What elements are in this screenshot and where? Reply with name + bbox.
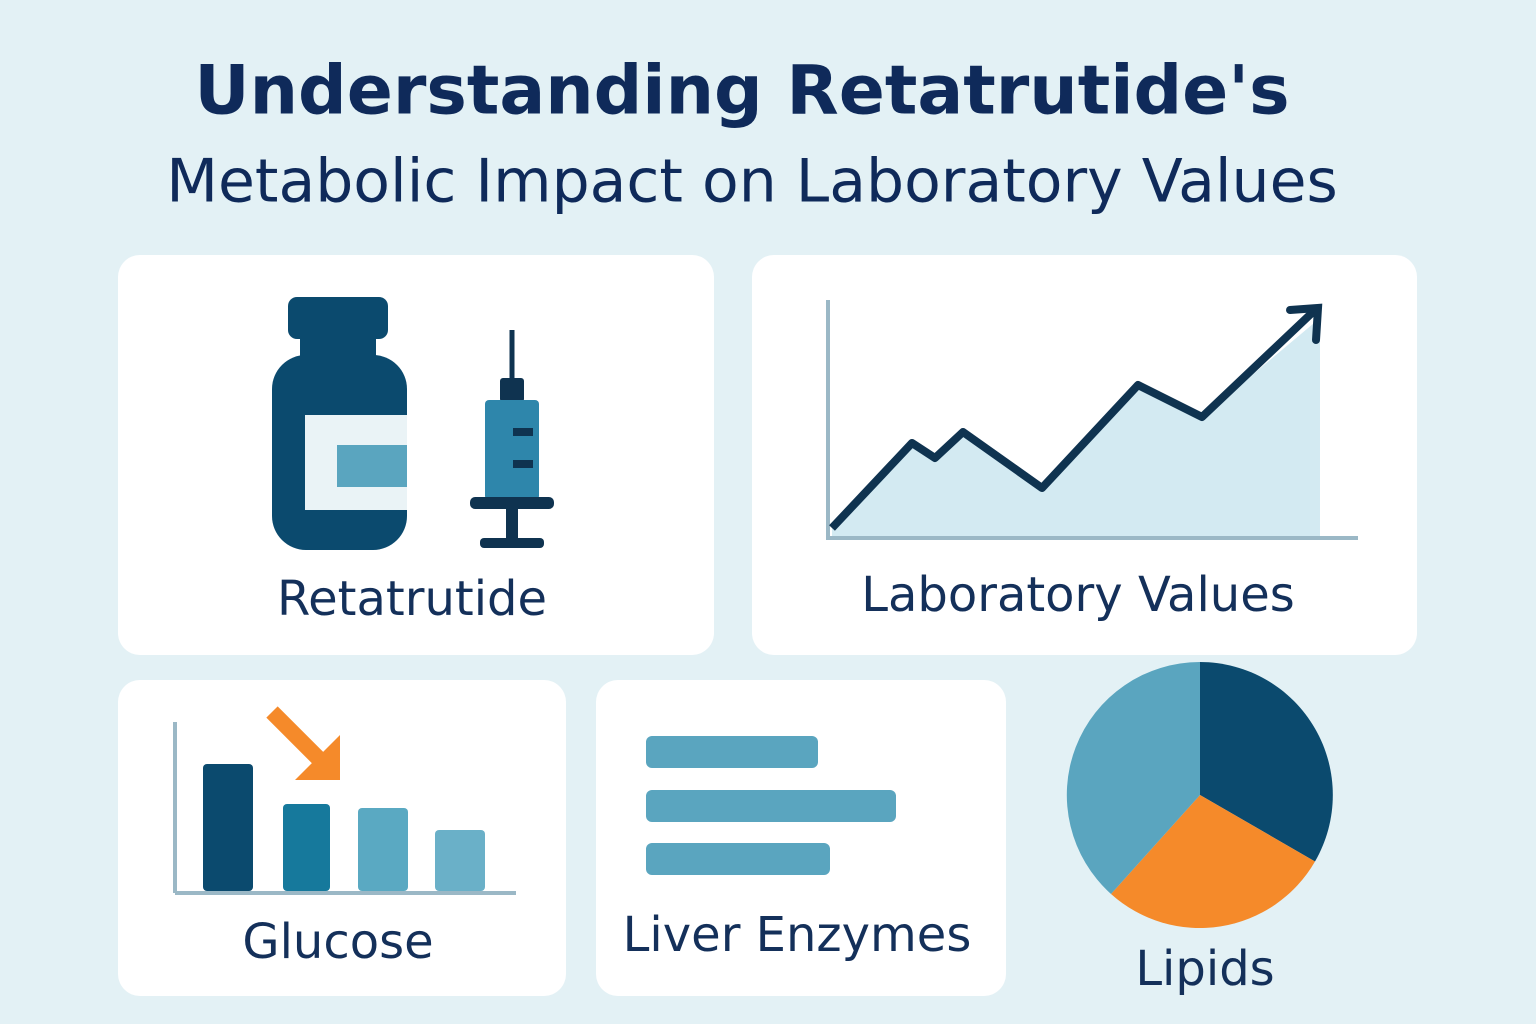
title-line-2: Metabolic Impact on Laboratory Values xyxy=(166,147,1338,217)
card-label: Glucose xyxy=(242,914,433,970)
lipids-icon xyxy=(1066,661,1333,929)
card-label: Liver Enzymes xyxy=(623,907,972,963)
trend-icon xyxy=(826,300,1358,540)
liver-icon xyxy=(646,736,896,875)
card-label: Laboratory Values xyxy=(861,567,1295,623)
card-label: Lipids xyxy=(1135,941,1274,997)
title-line-1: Understanding Retatrutide's xyxy=(194,52,1289,131)
card-label: Retatrutide xyxy=(277,571,547,627)
card xyxy=(118,255,714,655)
medication-icon xyxy=(272,297,554,550)
glucose-icon xyxy=(173,706,516,895)
card xyxy=(118,680,566,996)
